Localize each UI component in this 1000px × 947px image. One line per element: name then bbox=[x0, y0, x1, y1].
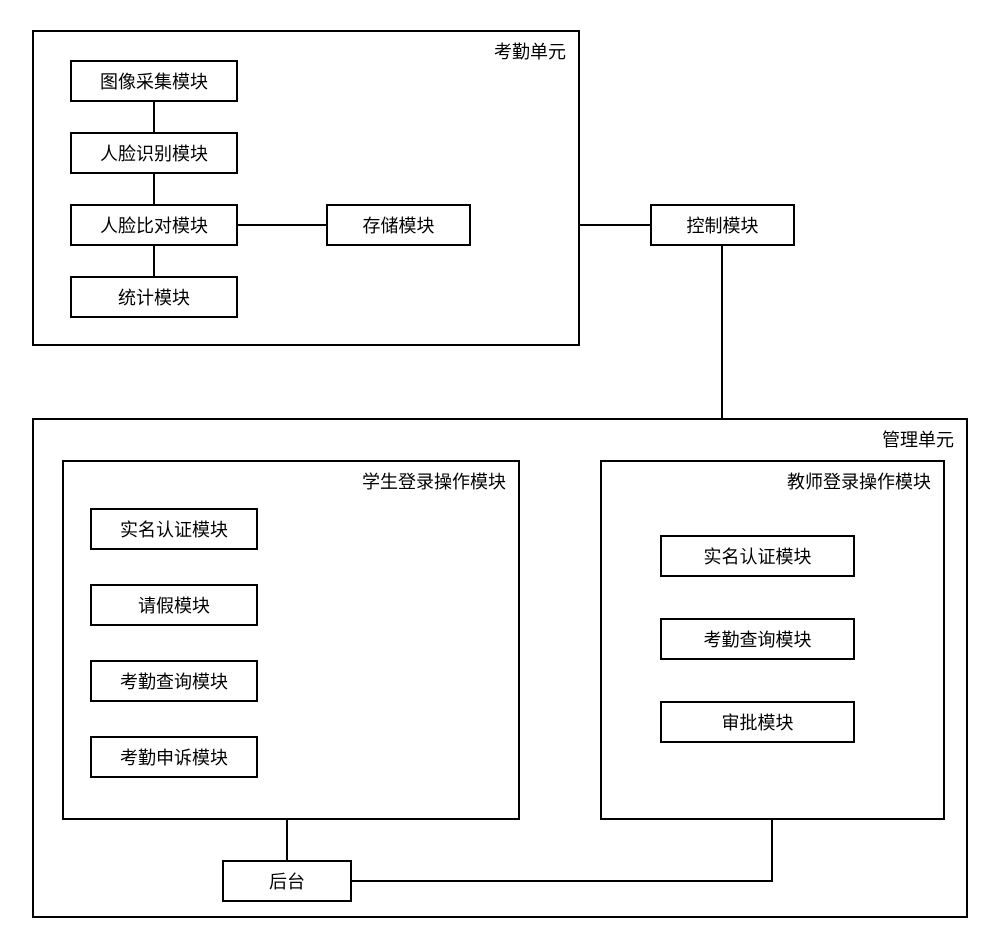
leave-request-label: 请假模块 bbox=[138, 592, 210, 618]
student-attendance-query-label: 考勤查询模块 bbox=[120, 668, 228, 694]
management-unit-label: 管理单元 bbox=[882, 426, 954, 452]
student-login-label: 学生登录操作模块 bbox=[362, 468, 506, 494]
statistics-label: 统计模块 bbox=[118, 284, 190, 310]
control-module: 控制模块 bbox=[650, 204, 795, 246]
teacher-attendance-query-label: 考勤查询模块 bbox=[704, 626, 812, 652]
storage-module: 存储模块 bbox=[326, 204, 471, 246]
student-attendance-query-module: 考勤查询模块 bbox=[90, 660, 258, 702]
face-compare-label: 人脸比对模块 bbox=[100, 212, 208, 238]
leave-request-module: 请假模块 bbox=[90, 584, 258, 626]
face-compare-module: 人脸比对模块 bbox=[70, 204, 238, 246]
connector-line bbox=[153, 102, 155, 132]
image-capture-module: 图像采集模块 bbox=[70, 60, 238, 102]
image-capture-label: 图像采集模块 bbox=[100, 68, 208, 94]
connector-line bbox=[771, 820, 773, 880]
connector-line bbox=[721, 246, 723, 418]
teacher-login-label: 教师登录操作模块 bbox=[787, 468, 931, 494]
student-real-name-auth-label: 实名认证模块 bbox=[120, 516, 228, 542]
attendance-appeal-label: 考勤申诉模块 bbox=[120, 744, 228, 770]
approval-module: 审批模块 bbox=[660, 701, 855, 743]
face-recognition-label: 人脸识别模块 bbox=[100, 140, 208, 166]
approval-label: 审批模块 bbox=[722, 709, 794, 735]
attendance-appeal-module: 考勤申诉模块 bbox=[90, 736, 258, 778]
backend-module: 后台 bbox=[222, 860, 352, 902]
student-real-name-auth-module: 实名认证模块 bbox=[90, 508, 258, 550]
teacher-real-name-auth-module: 实名认证模块 bbox=[660, 535, 855, 577]
face-recognition-module: 人脸识别模块 bbox=[70, 132, 238, 174]
storage-label: 存储模块 bbox=[363, 212, 435, 238]
connector-line bbox=[286, 820, 288, 860]
connector-line bbox=[580, 224, 650, 226]
control-module-label: 控制模块 bbox=[687, 212, 759, 238]
connector-line bbox=[153, 246, 155, 276]
teacher-attendance-query-module: 考勤查询模块 bbox=[660, 618, 855, 660]
backend-label: 后台 bbox=[269, 868, 305, 894]
connector-line bbox=[238, 224, 326, 226]
attendance-unit-label: 考勤单元 bbox=[494, 38, 566, 64]
connector-line bbox=[352, 880, 773, 882]
statistics-module: 统计模块 bbox=[70, 276, 238, 318]
teacher-real-name-auth-label: 实名认证模块 bbox=[704, 543, 812, 569]
connector-line bbox=[153, 174, 155, 204]
